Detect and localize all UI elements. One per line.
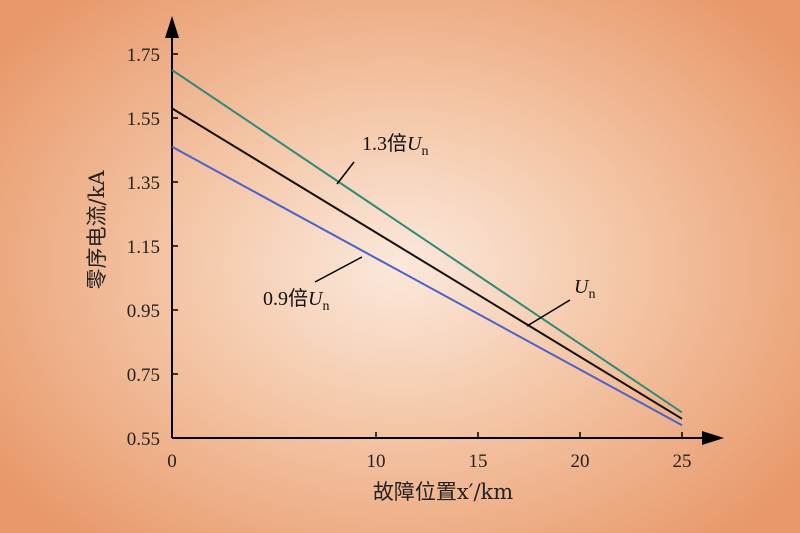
y-tick-label: 0.95 — [127, 301, 160, 322]
annotation-prefix: 1.3倍 — [362, 132, 407, 155]
y-tick-label: 0.55 — [127, 429, 160, 450]
series-line-0-9un — [171, 145, 683, 427]
x-tick-label: 0 — [167, 451, 177, 472]
series-lines — [171, 69, 683, 427]
y-tick-label: 1.35 — [127, 173, 160, 194]
y-tick-label: 1.75 — [127, 45, 160, 66]
annotation-0-9un: 0.9倍Un — [263, 287, 329, 314]
x-axis-arrow — [702, 431, 724, 445]
y-tick-label: 1.55 — [127, 109, 160, 130]
ticks: 0 10 15 20 25 0.55 0.75 0.95 1.15 1.35 1.55 1.75 — [127, 45, 692, 472]
annotation-un: Un — [574, 276, 595, 302]
annotation-prefix: 0.9倍 — [263, 287, 308, 310]
annotation-symbol: U — [574, 276, 590, 298]
y-axis-title: 零序电流/kA — [85, 170, 109, 290]
x-tick-label: 20 — [571, 451, 590, 472]
y-tick-label: 0.75 — [127, 365, 160, 386]
annotation-leader — [526, 299, 571, 327]
series-line-1-3un — [171, 69, 683, 414]
axes — [165, 16, 724, 445]
x-tick-label: 15 — [469, 451, 488, 472]
y-axis-arrow — [165, 16, 179, 38]
series-line-un — [171, 107, 683, 420]
annotation-leader — [314, 256, 363, 283]
annotation-symbol: U — [407, 133, 423, 155]
annotation-leader — [336, 161, 355, 185]
x-tick-label: 10 — [367, 451, 386, 472]
annotation-subscript: n — [588, 287, 595, 302]
annotation-symbol: U — [308, 288, 324, 310]
annotation-subscript: n — [421, 144, 428, 159]
x-axis-title: 故障位置x′/km — [373, 480, 513, 504]
annotation-subscript: n — [322, 299, 329, 314]
annotation-1-3un: 1.3倍Un — [362, 132, 428, 159]
x-tick-label: 25 — [673, 451, 692, 472]
y-tick-label: 1.15 — [127, 237, 160, 258]
